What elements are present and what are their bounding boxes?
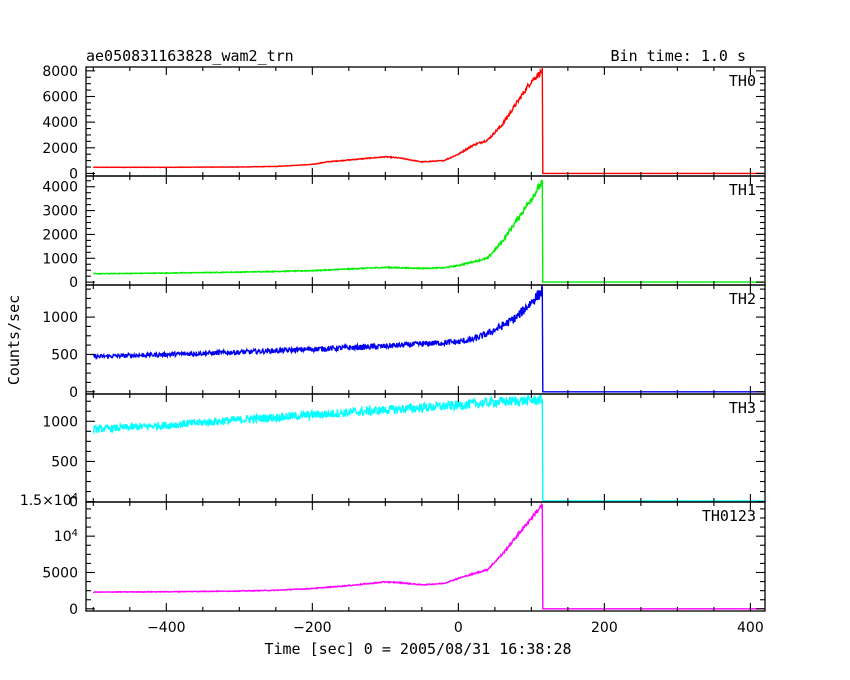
- x-axis-label: Time [sec] 0 = 2005/08/31 16:38:28: [264, 640, 571, 658]
- y-tick-label: 2000: [42, 227, 78, 243]
- chart-title: ae050831163828_wam2_trn: [86, 47, 294, 65]
- panel-th2: 0 500 1000 TH2: [42, 284, 766, 401]
- x-tick-label: 400: [737, 620, 764, 636]
- x-tick-label: 200: [591, 620, 618, 636]
- panel-frame: [85, 393, 766, 503]
- x-tick-label: −400: [147, 620, 185, 636]
- y-tick-label: 1000: [42, 310, 78, 326]
- panel-label: TH2: [729, 290, 756, 308]
- y-tick-label: 0: [69, 495, 78, 511]
- y-tick-label: 0: [69, 385, 78, 401]
- y-tick-label: 500: [51, 347, 78, 363]
- y-tick-label: 4000: [42, 180, 78, 196]
- y-tick-label: 4000: [42, 115, 78, 131]
- series-line-th0123: [92, 502, 764, 610]
- y-tick-label: 3000: [42, 204, 78, 220]
- y-tick-label: 500: [51, 454, 78, 470]
- panel-th0: 0 2000 4000 6000 8000 TH0: [42, 64, 766, 182]
- panel-frame: [85, 66, 766, 177]
- y-tick-label: 0: [69, 275, 78, 291]
- panel-frame: [85, 501, 766, 612]
- panel-label: TH1: [729, 181, 756, 199]
- series-line-th2: [92, 285, 764, 393]
- x-tick-label: 0: [454, 620, 463, 636]
- y-tick-label: 0: [69, 166, 78, 182]
- y-tick-label: 0: [69, 602, 78, 618]
- series-line-th0: [93, 67, 764, 175]
- chart-subtitle: Bin time: 1.0 s: [611, 47, 746, 65]
- panel-label: TH0123: [702, 507, 756, 525]
- panel-label: TH3: [729, 399, 756, 417]
- y-tick-label: 1000: [42, 251, 78, 267]
- panel-label: TH0: [729, 72, 756, 90]
- y-tick-label: 8000: [42, 64, 78, 80]
- y-axis-label: Counts/sec: [5, 295, 23, 385]
- series-line-th3: [92, 393, 764, 502]
- y-tick-label: 2000: [42, 141, 78, 157]
- panel-th3: 0 500 1000 TH3: [42, 393, 766, 511]
- panel-th1: 0 1000 2000 3000 4000 TH1: [42, 175, 766, 291]
- y-tick-label: 104: [54, 528, 78, 546]
- y-tick-label: 5000: [42, 565, 78, 581]
- y-tick-label: 6000: [42, 89, 78, 105]
- series-line-th1: [93, 179, 764, 283]
- panel-frame: [85, 284, 766, 395]
- y-tick-label: 1000: [42, 414, 78, 430]
- x-tick-label: −200: [293, 620, 331, 636]
- panel-th0123: 0 5000 104 1.5×104 TH0123: [20, 491, 766, 618]
- y-tick-label: 1.5×104: [20, 491, 78, 509]
